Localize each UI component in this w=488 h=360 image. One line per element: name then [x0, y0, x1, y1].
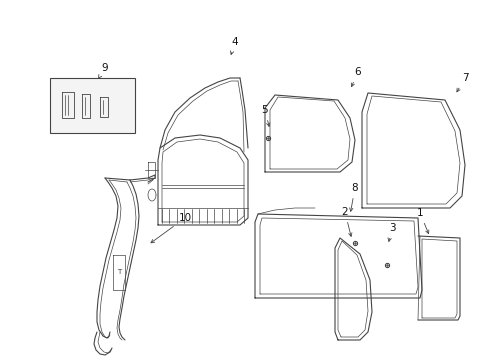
Text: 8: 8 [349, 183, 358, 211]
Text: T: T [117, 269, 121, 275]
Text: 2: 2 [341, 207, 351, 237]
Text: 6: 6 [350, 67, 361, 87]
Text: 5: 5 [261, 105, 269, 126]
Text: 7: 7 [456, 73, 468, 92]
Text: 3: 3 [387, 223, 394, 242]
Text: 9: 9 [98, 63, 108, 78]
Text: 4: 4 [230, 37, 238, 54]
Text: 1: 1 [416, 208, 428, 234]
Bar [50, 78, 135, 133]
Text: 10: 10 [151, 213, 191, 243]
